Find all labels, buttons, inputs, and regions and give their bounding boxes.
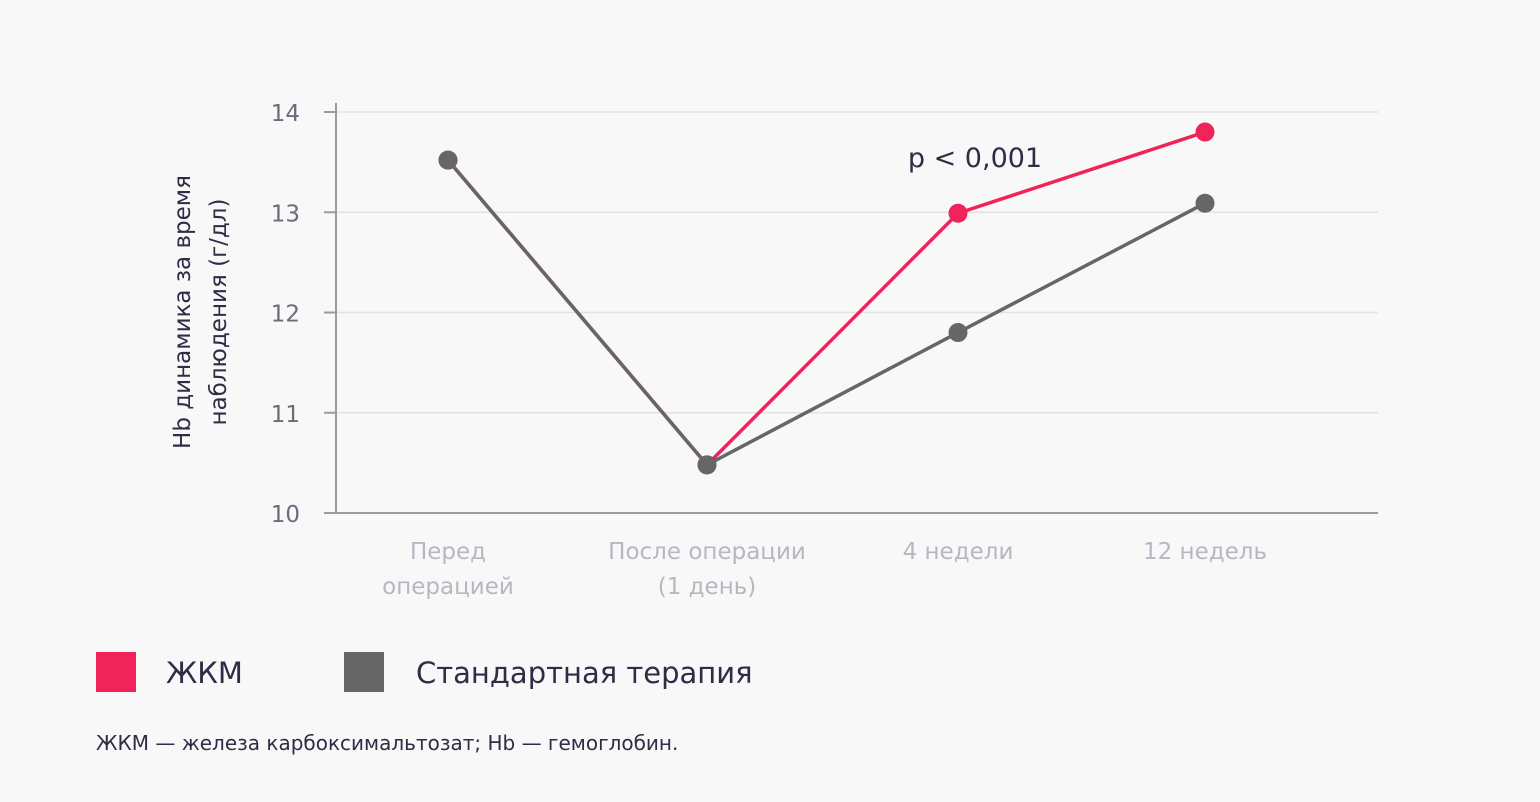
x-tick-label: 4 недели <box>903 539 1014 565</box>
data-point-standard <box>1195 193 1215 213</box>
legend-swatch-standard <box>344 652 384 692</box>
series <box>438 122 1215 475</box>
data-point-standard <box>438 150 458 170</box>
y-tick-label: 10 <box>271 502 300 528</box>
series-line-zhkm <box>446 130 1206 467</box>
legend-swatch-zhkm <box>96 652 136 692</box>
data-point-standard <box>948 323 968 343</box>
x-ticks: Перед операцией После операции (1 день) 4 не… <box>382 539 1267 600</box>
y-ticks: 10 11 12 13 14 <box>271 101 336 528</box>
grid <box>336 111 1378 414</box>
y-tick-label: 12 <box>271 302 300 328</box>
y-axis-label: Hb динамика за время наблюдения (г/дл) <box>170 175 232 449</box>
data-point-zhkm <box>948 203 968 223</box>
legend-label-zhkm: ЖКМ <box>166 656 243 690</box>
data-point-zhkm <box>1195 122 1215 142</box>
legend-label-standard: Стандартная терапия <box>416 656 753 690</box>
y-tick-label: 13 <box>271 201 300 227</box>
series-line-standard <box>446 158 1206 467</box>
y-tick-label: 14 <box>271 101 300 127</box>
footnote: ЖКМ — железа карбоксимальтозат; Hb — гем… <box>96 731 679 755</box>
x-tick-label: После операции (1 день) <box>608 539 806 600</box>
x-tick-label: Перед операцией <box>382 539 514 600</box>
p-value-annotation: p < 0,001 <box>908 143 1042 174</box>
data-point-standard <box>697 455 717 475</box>
y-tick-label: 11 <box>271 402 300 428</box>
x-tick-label: 12 недель <box>1143 539 1267 565</box>
chart: 10 11 12 13 14 Перед операцией После операции(… <box>170 101 1378 600</box>
